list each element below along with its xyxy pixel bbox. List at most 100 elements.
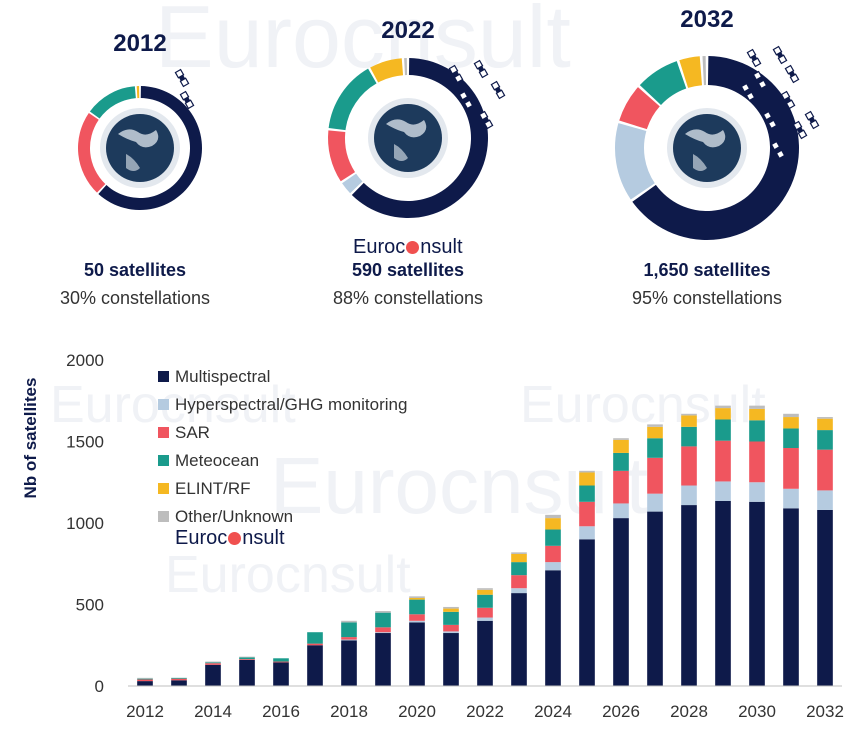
bar-segment-multispectral [511, 593, 527, 686]
donut-slice-meteocean [639, 61, 687, 105]
x-tick-label: 2030 [738, 702, 776, 721]
bar-segment-meteocean [307, 632, 323, 644]
bar-segment-hyperspectral-ghg-monitoring [477, 617, 493, 621]
bar-segment-sar [613, 470, 629, 504]
bar-segment-sar [477, 607, 493, 618]
y-axis-ticks: 0 500 1000 1500 2000 [66, 351, 104, 696]
bar-segment-other-unknown [239, 656, 255, 658]
satellite-icon [746, 48, 762, 68]
x-tick-label: 2020 [398, 702, 436, 721]
legend-swatch [158, 371, 169, 382]
bar-segment-multispectral [409, 622, 425, 686]
legend-item: ELINT/RF [158, 479, 251, 498]
donut-slice-hyperspectral-ghg-monitoring [615, 123, 655, 200]
legend-swatch [158, 511, 169, 522]
bar-stack-2026 [613, 438, 629, 686]
bar-segment-meteocean [477, 594, 493, 608]
bar-segment-sar [681, 446, 697, 486]
bar-segment-sar [273, 661, 289, 663]
bar-stack-2017 [307, 632, 323, 686]
satellite-icon [780, 90, 796, 110]
bar-segment-multispectral [375, 633, 391, 686]
bar-segment-other-unknown [375, 611, 391, 613]
globe-icon [100, 108, 180, 188]
bar-segment-hyperspectral-ghg-monitoring [749, 482, 765, 502]
bar-segment-sar [647, 457, 663, 494]
bar-segment-sar [715, 440, 731, 482]
bar-segment-multispectral [137, 681, 153, 686]
satellite-icon [762, 110, 778, 130]
bar-segment-other-unknown [749, 405, 765, 409]
donut-satellites-2032: 1,650 satellites [643, 260, 771, 280]
bar-segment-elint-rf [681, 415, 697, 427]
bar-segment-sar [511, 575, 527, 589]
bar-segment-other-unknown [579, 470, 595, 473]
x-axis-ticks: 2012 2014 2016 2018 2020 2022 2024 2026 2028 2030… [126, 702, 844, 721]
x-tick-label: 2024 [534, 702, 572, 721]
satellite-icon [174, 68, 190, 88]
satellite-icon [772, 45, 788, 65]
bar-segment-hyperspectral-ghg-monitoring [409, 620, 425, 623]
satellite-icon [458, 90, 474, 110]
y-tick-label: 2000 [66, 351, 104, 370]
logo-dot-icon [406, 241, 420, 254]
bar-segment-multispectral [681, 505, 697, 686]
bar-segment-elint-rf [477, 589, 493, 595]
y-tick-label: 500 [76, 596, 104, 615]
donut-slice-multispectral [632, 56, 800, 241]
bar-stack-2029 [715, 405, 731, 686]
bar-segment-hyperspectral-ghg-monitoring [681, 485, 697, 506]
legend-item: Other/Unknown [158, 507, 293, 526]
bar-segment-other-unknown [443, 606, 459, 609]
bar-stack-2013 [171, 677, 187, 686]
bar-stack-2015 [239, 656, 255, 686]
bar-segment-other-unknown [137, 677, 153, 679]
bar-segment-meteocean [647, 438, 663, 458]
bar-stack-2023 [511, 552, 527, 686]
globe-icon [368, 98, 448, 178]
y-tick-label: 1000 [66, 514, 104, 533]
bar-stack-2014 [205, 661, 221, 686]
bar-segment-meteocean [443, 611, 459, 625]
satellite-icon [478, 110, 494, 130]
bar-segment-elint-rf [715, 408, 731, 420]
bar-segment-meteocean [375, 612, 391, 628]
x-tick-label: 2016 [262, 702, 300, 721]
bar-segment-hyperspectral-ghg-monitoring [579, 526, 595, 540]
bar-segment-elint-rf [545, 518, 561, 530]
bar-stack-2027 [647, 424, 663, 686]
bar-segment-other-unknown [545, 514, 561, 519]
bar-segment-elint-rf [613, 439, 629, 453]
bar-segment-sar [171, 678, 187, 681]
satellite-icon [740, 82, 756, 102]
legend-label: Multispectral [175, 367, 270, 386]
bar-segment-elint-rf [783, 417, 799, 429]
x-tick-label: 2032 [806, 702, 844, 721]
satellite-icon [473, 59, 489, 79]
satellite-icon [770, 140, 786, 160]
bar-segment-meteocean [341, 622, 357, 638]
donut-slice-multispectral [351, 58, 488, 218]
donut-slice-meteocean [328, 68, 377, 131]
legend-label: Meteocean [175, 451, 259, 470]
satellite-icon [804, 110, 820, 130]
bar-segment-meteocean [273, 658, 289, 662]
bar-stack-2025 [579, 470, 595, 686]
donut-constellations-2012: 30% constellations [59, 288, 211, 308]
bar-segment-multispectral [307, 645, 323, 686]
bar-stack-2016 [273, 658, 289, 686]
bar-segment-multispectral [749, 501, 765, 686]
donut-slice-sar [328, 130, 356, 182]
bar-segment-meteocean [171, 677, 187, 679]
bar-segment-meteocean [715, 419, 731, 441]
bar-segment-multispectral [205, 664, 221, 686]
bar-segment-sar [443, 624, 459, 632]
bar-segment-other-unknown [205, 661, 221, 663]
bar-segment-other-unknown [477, 588, 493, 590]
bar-segment-multispectral [171, 680, 187, 686]
bar-segment-other-unknown [511, 552, 527, 554]
bar-segment-elint-rf [579, 472, 595, 486]
bar-segment-meteocean [613, 452, 629, 471]
donut-slice-elint-rf [679, 56, 703, 88]
